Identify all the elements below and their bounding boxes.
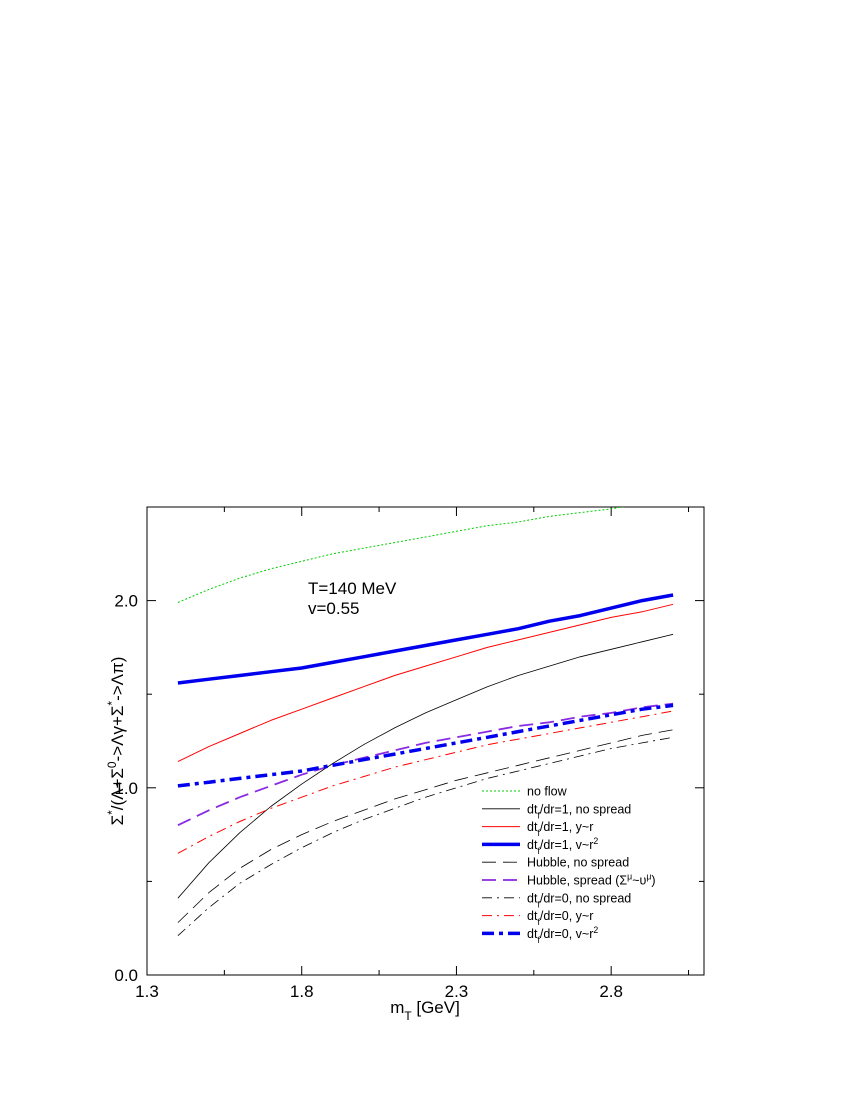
annotation-temperature: T=140 MeV [308,579,397,598]
legend-label-6: dtf/dr=0, no spread [527,891,631,909]
legend-label-0: no flow [527,785,568,799]
series-line-4 [177,729,674,923]
x-tick-label: 2.3 [445,982,469,1001]
series-line-5 [177,702,674,827]
x-tick-label: 1.3 [135,982,159,1001]
plot-frame [146,506,705,976]
legend-label-4: Hubble, no spread [527,856,629,870]
axis-ticks: 1.3 1.8 2.3 2.8 0.0 1.0 2.0 [114,507,704,1001]
series-group [177,507,674,936]
series-line-3 [177,593,674,685]
x-axis-title: mT [GeV] [390,998,460,1023]
series-line-8 [177,703,674,788]
legend-label-2: dtf/dr=1, y~r [527,820,593,838]
legend-label-5: Hubble, spread (Σμ~υμ) [527,872,656,888]
series-line-1 [177,633,674,899]
y-tick-label: 0.0 [114,966,138,985]
y-tick-label: 2.0 [114,592,138,611]
annotation-velocity: v=0.55 [308,599,360,618]
y-axis-title: Σ*/(Λ+Σ0->Λγ+Σ*->Λπ) [105,657,127,826]
legend-label-3: dtf/dr=1, v~r2 [527,836,598,856]
legend-label-8: dtf/dr=0, v~r2 [527,925,598,945]
y-tick-label: 1.0 [114,779,138,798]
x-tick-label: 2.8 [599,982,623,1001]
series-line-2 [177,603,674,763]
series-line-0 [177,507,625,603]
series-line-7 [177,710,674,854]
legend-label-7: dtf/dr=0, y~r [527,909,593,927]
legend-label-1: dtf/dr=1, no spread [527,802,631,820]
series-line-6 [177,736,674,936]
x-tick-label: 1.8 [290,982,314,1001]
